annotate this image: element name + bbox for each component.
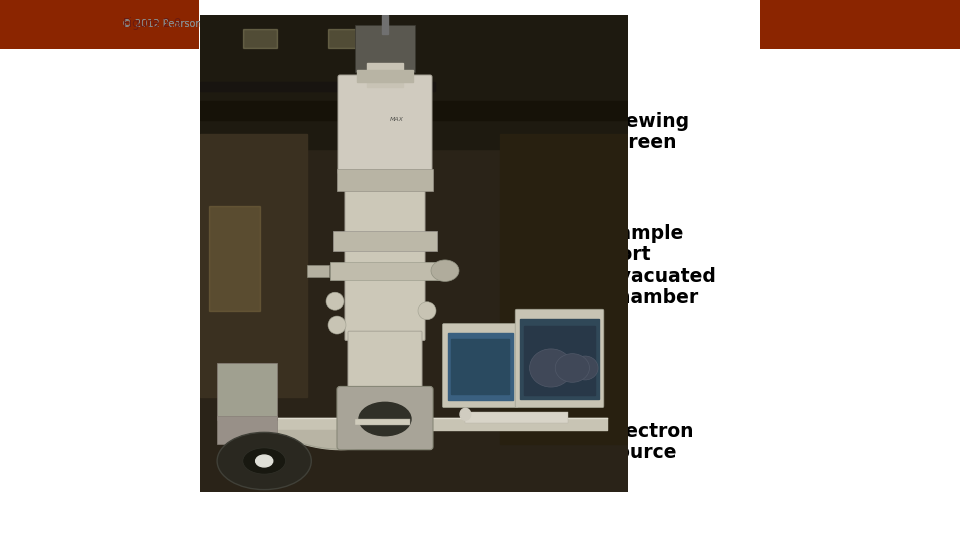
Text: © 2012 Pearson Education, Inc.: © 2012 Pearson Education, Inc.: [122, 19, 277, 29]
Bar: [447, 333, 513, 400]
Bar: [499, 134, 628, 444]
Bar: [523, 326, 595, 395]
Bar: [208, 206, 260, 310]
Bar: [355, 24, 415, 72]
Text: Electron
source: Electron source: [606, 422, 693, 462]
Bar: [200, 15, 628, 149]
Text: Sample
port: Sample port: [606, 224, 684, 264]
FancyBboxPatch shape: [338, 75, 432, 174]
Bar: [217, 416, 277, 444]
Ellipse shape: [530, 349, 572, 387]
Bar: [355, 418, 410, 425]
Bar: [333, 231, 437, 251]
Ellipse shape: [255, 455, 273, 467]
FancyBboxPatch shape: [348, 331, 422, 405]
Text: Evacuated
chamber: Evacuated chamber: [606, 267, 716, 307]
Bar: [367, 63, 403, 86]
Bar: [466, 413, 568, 423]
Ellipse shape: [418, 302, 436, 320]
Ellipse shape: [328, 316, 346, 334]
Ellipse shape: [359, 402, 411, 436]
FancyBboxPatch shape: [345, 171, 425, 340]
Bar: [217, 363, 277, 421]
Bar: [243, 29, 277, 49]
Ellipse shape: [431, 260, 459, 281]
FancyBboxPatch shape: [443, 323, 518, 408]
Bar: [337, 168, 433, 192]
Text: Figure 2.9: Figure 2.9: [123, 17, 181, 30]
Ellipse shape: [217, 433, 311, 490]
Bar: [200, 82, 436, 91]
Bar: [0, 0, 960, 49]
FancyBboxPatch shape: [516, 309, 604, 408]
Bar: [330, 261, 440, 280]
Bar: [200, 101, 628, 120]
Bar: [520, 319, 599, 400]
Bar: [199, 0, 760, 49]
Text: © 2012 Pearson Education, Inc.: © 2012 Pearson Education, Inc.: [122, 19, 277, 29]
Bar: [357, 70, 413, 82]
Ellipse shape: [572, 356, 598, 380]
Text: Viewing
screen: Viewing screen: [606, 112, 690, 152]
Bar: [200, 134, 307, 396]
FancyBboxPatch shape: [337, 387, 433, 450]
Bar: [451, 339, 510, 394]
Bar: [307, 266, 329, 278]
Bar: [382, 15, 388, 34]
Ellipse shape: [460, 408, 470, 420]
Ellipse shape: [326, 292, 344, 310]
Ellipse shape: [243, 448, 286, 474]
Text: MAX: MAX: [390, 117, 404, 123]
Bar: [328, 29, 363, 49]
Ellipse shape: [555, 354, 589, 382]
